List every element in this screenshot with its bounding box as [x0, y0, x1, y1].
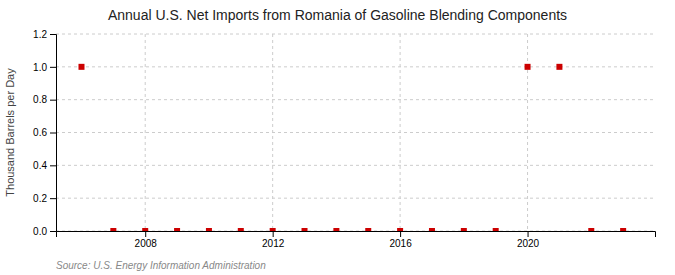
tick: 2012 — [262, 231, 285, 249]
point — [110, 228, 116, 231]
point — [302, 228, 308, 231]
tick-mark — [50, 67, 56, 68]
tick: 1.0 — [33, 62, 56, 73]
tick: 0.8 — [33, 94, 56, 105]
point — [333, 228, 339, 231]
tick-label: 2016 — [389, 238, 412, 249]
point — [620, 228, 626, 231]
point — [78, 64, 84, 70]
tick-mark — [400, 231, 401, 237]
point — [461, 228, 467, 231]
point — [206, 228, 212, 231]
tick-mark — [528, 231, 529, 237]
tick-mark — [145, 231, 146, 237]
grid-line — [527, 34, 528, 231]
tick: 0.6 — [33, 127, 56, 138]
tick-mark — [50, 165, 56, 166]
grid-line — [400, 34, 401, 231]
tick-label: 0.0 — [33, 226, 47, 237]
grid-line — [56, 132, 655, 133]
source: Source: U.S. Energy Information Administ… — [56, 260, 266, 271]
title: Annual U.S. Net Imports from Romania of … — [108, 7, 567, 23]
tick: 2008 — [135, 231, 158, 249]
tick-mark — [50, 231, 56, 232]
point — [429, 228, 435, 231]
x-axis: 2008 2012 2016 2020 — [57, 231, 656, 249]
point — [238, 228, 244, 231]
point — [588, 228, 594, 231]
point — [174, 228, 180, 231]
grid-line — [56, 198, 655, 199]
tick-label: 0.8 — [33, 94, 47, 105]
tick-label: 2012 — [262, 238, 285, 249]
tick: 2016 — [389, 231, 412, 249]
tick: 2020 — [517, 231, 540, 249]
tick-label: 1.2 — [33, 29, 47, 40]
tick-mark — [50, 34, 56, 35]
grid-line — [56, 99, 655, 100]
grid-line — [272, 34, 273, 231]
point — [397, 228, 403, 231]
tick: 0.0 — [33, 226, 56, 237]
y-axis-title: Thousand Barrels per Day — [4, 68, 16, 197]
tick: 1.2 — [33, 29, 56, 40]
tick-label: 0.2 — [33, 193, 47, 204]
grid-line — [56, 165, 655, 166]
point — [270, 228, 276, 231]
axis-line — [57, 232, 656, 238]
point — [493, 228, 499, 231]
grid-line — [145, 34, 146, 231]
tick: 0.4 — [33, 160, 56, 171]
grid-line — [56, 66, 655, 67]
tick-mark — [50, 198, 56, 199]
point — [142, 228, 148, 231]
points — [78, 64, 626, 231]
tick-label: 0.6 — [33, 127, 47, 138]
point — [525, 64, 531, 70]
tick-mark — [273, 231, 274, 237]
axis-line — [50, 35, 57, 232]
tick-mark — [50, 100, 56, 101]
tick-label: 2020 — [517, 238, 540, 249]
y-axis: 0.0 0.2 0.4 0.6 0.8 1.0 1.2 — [33, 29, 56, 237]
tick-label: 1.0 — [33, 62, 47, 73]
point — [556, 64, 562, 70]
chart: 2008 2012 2016 2020 0.0 0.2 0.4 0.6 0.8 1.0 1.2 Ann… — [0, 0, 675, 275]
tick: 0.2 — [33, 193, 56, 204]
point — [365, 228, 371, 231]
tick-label: 0.4 — [33, 160, 47, 171]
tick-mark — [50, 133, 56, 134]
grid-line — [56, 34, 655, 35]
grid — [56, 34, 655, 231]
tick-label: 2008 — [135, 238, 158, 249]
plot-area: 2008 2012 2016 2020 0.0 0.2 0.4 0.6 0.8 1.0 1.2 — [33, 29, 655, 249]
